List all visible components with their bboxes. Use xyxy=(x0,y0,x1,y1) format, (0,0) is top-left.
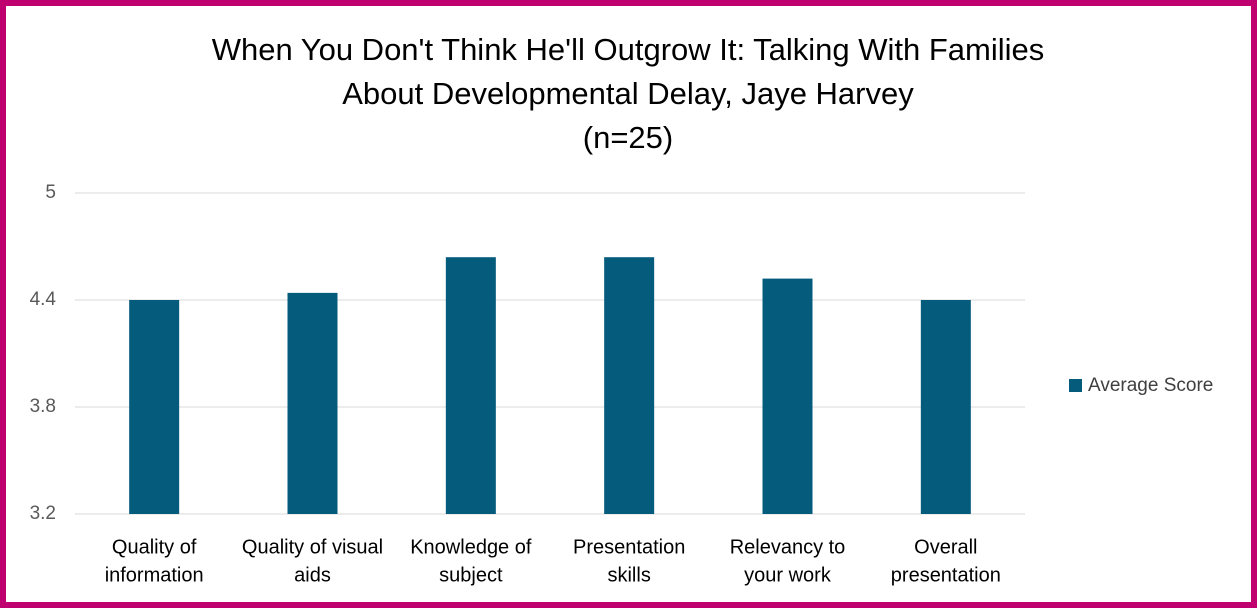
x-tick-label: information xyxy=(105,564,204,586)
bar xyxy=(920,300,971,514)
x-tick-label: skills xyxy=(607,564,650,586)
chart-title: (n=25) xyxy=(583,120,673,155)
x-tick-label: Knowledge of xyxy=(410,536,532,558)
y-tick-label: 3.8 xyxy=(30,396,56,417)
legend-swatch xyxy=(1069,379,1082,392)
x-tick-label: Quality of xyxy=(112,536,197,558)
chart-title: When You Don't Think He'll Outgrow It: T… xyxy=(212,32,1045,67)
x-tick-label: Relevancy to xyxy=(730,536,846,558)
x-tick-label: Quality of visual xyxy=(242,536,383,558)
x-tick-label: Presentation xyxy=(573,536,685,558)
x-tick-label: your work xyxy=(744,564,832,586)
x-tick-label: subject xyxy=(439,564,503,586)
chart-title: About Developmental Delay, Jaye Harvey xyxy=(342,76,914,111)
bar xyxy=(129,300,180,514)
x-tick-label: presentation xyxy=(891,564,1001,586)
y-tick-label: 5 xyxy=(45,182,56,203)
legend-label: Average Score xyxy=(1088,375,1213,396)
bar xyxy=(762,278,813,514)
y-tick-label: 3.2 xyxy=(30,503,56,524)
bar xyxy=(287,292,338,514)
x-tick-label: Overall xyxy=(914,536,977,558)
y-tick-label: 4.4 xyxy=(30,289,57,310)
x-tick-label: aids xyxy=(294,564,331,586)
bar xyxy=(445,257,496,514)
bar xyxy=(604,257,655,514)
